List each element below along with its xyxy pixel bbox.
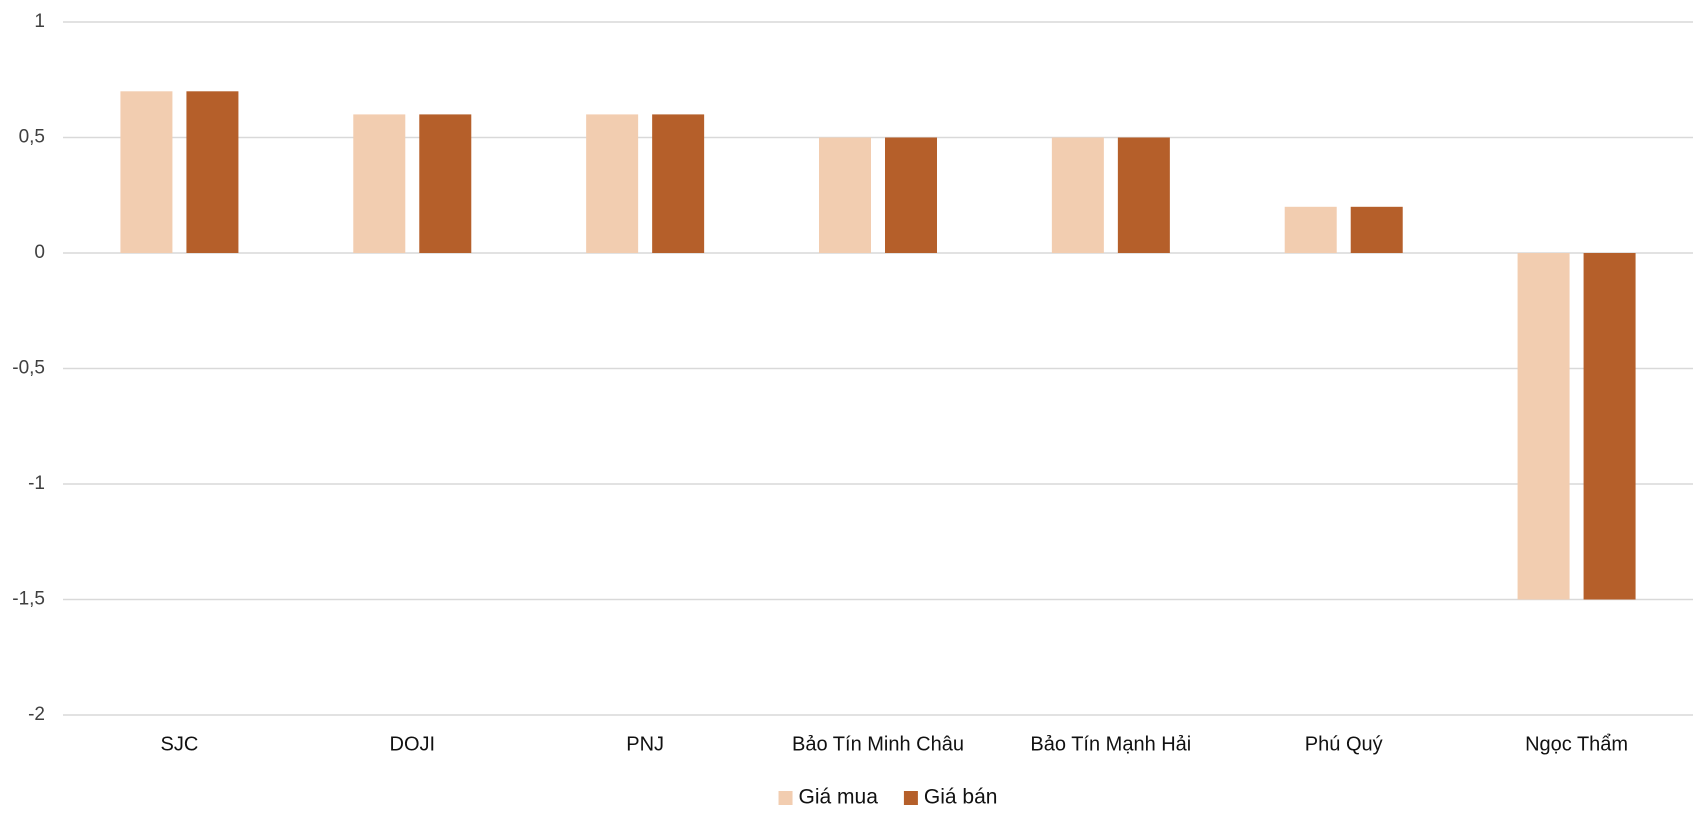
y-tick-label: -2	[28, 704, 45, 725]
x-tick-label: PNJ	[626, 733, 664, 755]
bar	[1051, 137, 1104, 253]
x-tick-label: Bảo Tín Mạnh Hải	[1030, 733, 1191, 755]
x-tick-label: SJC	[161, 733, 199, 755]
bar	[353, 114, 406, 254]
y-tick-label: -1,5	[12, 589, 45, 610]
y-tick-label: -0,5	[12, 358, 45, 379]
x-tick-label: Bảo Tín Minh Châu	[792, 733, 964, 755]
y-tick-label: 0	[34, 242, 45, 263]
y-tick-label: -1	[28, 473, 45, 494]
bar	[652, 114, 705, 254]
bar	[586, 114, 639, 254]
bar	[1117, 137, 1170, 253]
legend-swatch	[778, 791, 793, 805]
legend-swatch	[903, 791, 918, 805]
bar	[120, 91, 173, 253]
x-tick-label: Phú Quý	[1305, 733, 1383, 755]
legend-label: Giá bán	[924, 786, 998, 809]
bar	[885, 137, 937, 253]
bar	[186, 91, 239, 253]
legend-label: Giá mua	[799, 786, 879, 809]
bar	[1583, 253, 1636, 600]
y-tick-label: 0,5	[19, 127, 45, 148]
bar	[819, 137, 871, 253]
bar	[419, 114, 472, 254]
bar	[1284, 206, 1337, 253]
x-tick-label: Ngọc Thẩm	[1525, 733, 1628, 755]
bar	[1350, 206, 1403, 253]
x-tick-label: DOJI	[390, 733, 436, 755]
bar	[1517, 253, 1570, 600]
y-tick-label: 1	[34, 11, 45, 32]
